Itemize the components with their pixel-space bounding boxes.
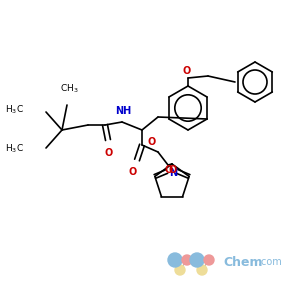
Text: H$_3$C: H$_3$C <box>5 143 24 155</box>
Circle shape <box>168 253 182 267</box>
Circle shape <box>197 265 207 275</box>
Text: O: O <box>183 66 191 76</box>
Text: O: O <box>165 165 173 176</box>
Text: CH$_3$: CH$_3$ <box>60 82 78 95</box>
Circle shape <box>190 253 204 267</box>
Text: N: N <box>169 168 177 178</box>
Text: O: O <box>105 148 113 158</box>
Circle shape <box>204 255 214 265</box>
Text: O: O <box>169 165 177 176</box>
Text: Chem: Chem <box>223 256 262 268</box>
Text: O: O <box>148 137 156 147</box>
Text: NH: NH <box>115 106 131 116</box>
Text: O: O <box>129 167 137 177</box>
Circle shape <box>182 255 192 265</box>
Circle shape <box>175 265 185 275</box>
Text: .com: .com <box>258 257 282 267</box>
Text: H$_3$C: H$_3$C <box>5 104 24 116</box>
